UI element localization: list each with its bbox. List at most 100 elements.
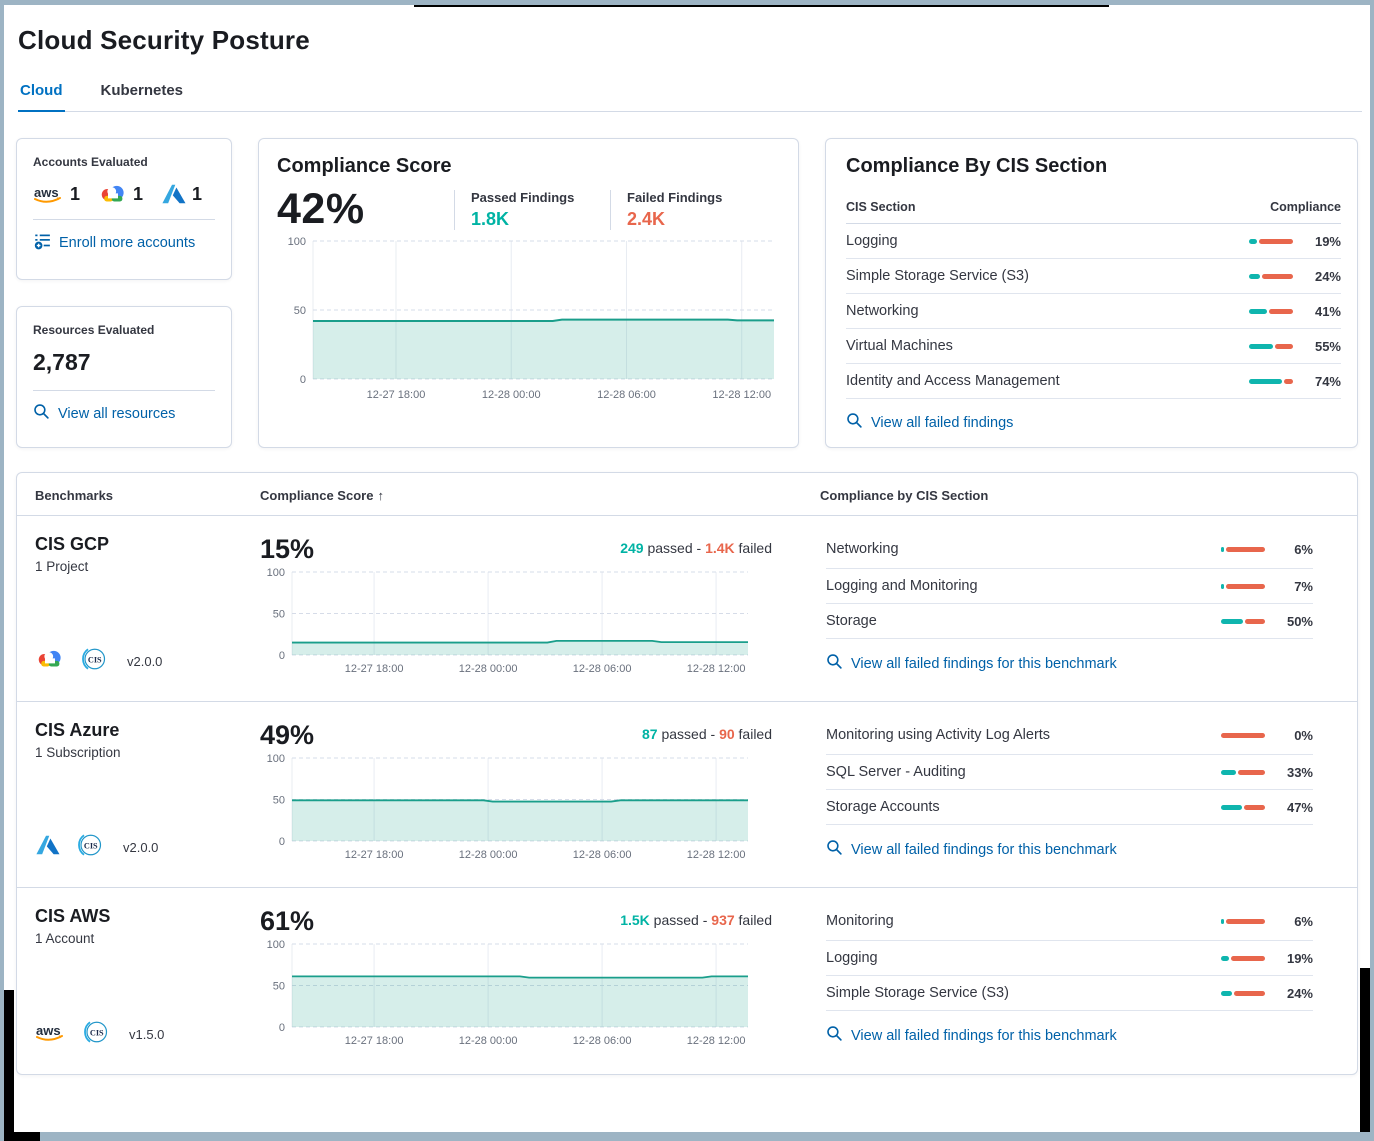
search-icon [826,653,843,674]
window-bottom-border [4,1132,1370,1141]
compliance-distribution-bar [1221,769,1265,775]
enroll-accounts-icon [33,232,51,254]
compliance-percentage: 19% [1314,233,1341,249]
svg-text:12-28 00:00: 12-28 00:00 [459,1035,518,1047]
screen-artifact-left [4,990,14,1141]
compliance-distribution-bar [1221,583,1265,589]
compliance-distribution-bar [1249,343,1293,349]
gcp-logo-icon [98,183,128,205]
passed-findings-value: 1.8K [471,209,510,229]
enroll-more-accounts-link[interactable]: Enroll more accounts [33,232,215,254]
compliance-score-column-header[interactable]: Compliance Score ↑ [260,488,384,503]
benchmark-version: v2.0.0 [127,654,163,669]
cis-section-name: Monitoring using Activity Log Alerts [826,727,1051,743]
aws-logo-icon: aws [35,1022,67,1048]
cis-logo-icon: CIS [75,830,105,865]
cloud-security-posture-page: Cloud Security Posture Cloud Kubernetes … [4,5,1370,1075]
cis-section-row: Virtual Machines 55% [846,329,1341,364]
svg-text:100: 100 [288,236,306,248]
compliance-score-trend-chart: 0 50 100 12-27 18:00 12-28 00:00 12-28 06:00 1… [288,236,774,401]
svg-text:100: 100 [267,567,285,579]
view-failed-findings-benchmark-link[interactable]: View all failed findings for this benchm… [826,1025,1313,1046]
svg-text:CIS: CIS [84,841,98,850]
view-failed-findings-benchmark-link[interactable]: View all failed findings for this benchm… [826,653,1313,674]
compliance-distribution-bar [1221,546,1265,552]
aws-logo-icon: aws [33,184,65,205]
benchmark-trend-chart: 0 50 100 12-27 18:00 12-28 00:00 12-28 06:00 1… [267,939,748,1047]
cis-section-name: Simple Storage Service (S3) [846,268,1029,284]
resources-evaluated-count: 2,787 [33,349,91,375]
cis-section-row: SQL Server - Auditing 33% [826,755,1313,790]
compliance-percentage: 6% [1294,913,1313,929]
account-count: 1 [133,183,144,204]
passed-findings-stat: Passed Findings 1.8K [454,190,584,230]
accounts-provider-list: aws 1 1 1 [33,183,215,205]
cis-section-name: Logging and Monitoring [826,578,978,594]
svg-text:100: 100 [267,753,285,765]
tab-kubernetes[interactable]: Kubernetes [100,82,184,99]
screen-artifact-bottom-left [4,1132,40,1141]
benchmark-score: 49% [260,720,315,750]
accounts-evaluated-title: Accounts Evaluated [33,155,148,169]
cis-section-row: Networking 41% [846,294,1341,329]
svg-text:CIS: CIS [88,655,102,664]
svg-text:100: 100 [267,939,285,951]
svg-text:12-28 00:00: 12-28 00:00 [459,663,518,675]
accounts-evaluated-card: Accounts Evaluated aws 1 1 1 Enroll more ac… [16,138,232,280]
compliance-distribution-bar [1221,990,1265,996]
summary-section: Accounts Evaluated aws 1 1 1 Enroll more ac… [16,138,1358,448]
cis-section-rows: Logging 19% Simple Storage Service (S3) 24%… [846,224,1341,399]
svg-text:12-27 18:00: 12-27 18:00 [367,389,426,401]
benchmark-score: 61% [260,906,315,936]
passed-failed-summary: 249 passed - 1.4K failed [620,540,772,556]
svg-text:12-28 12:00: 12-28 12:00 [687,1035,746,1047]
compliance-distribution-bar [1249,378,1293,384]
compliance-distribution-bar [1221,618,1265,624]
passed-failed-summary: 1.5K passed - 937 failed [620,912,772,928]
svg-text:12-28 06:00: 12-28 06:00 [573,849,632,861]
account-count: 1 [70,183,81,204]
cis-section-name: Networking [826,541,899,557]
cis-section-name: Virtual Machines [846,338,953,354]
benchmark-name[interactable]: CIS Azure [35,720,120,740]
tab-cloud[interactable]: Cloud [18,82,65,112]
benchmark-trend-chart: 0 50 100 12-27 18:00 12-28 00:00 12-28 06:00 1… [267,753,748,861]
compliance-distribution-bar [1249,273,1293,279]
benchmark-name[interactable]: CIS AWS [35,906,111,926]
resources-evaluated-title: Resources Evaluated [33,323,155,337]
cis-section-column-header: CIS Section [846,200,916,214]
compliance-percentage: 47% [1286,799,1313,815]
cis-logo-icon: CIS [81,1017,111,1052]
failed-findings-stat: Failed Findings 2.4K [610,190,740,230]
view-all-resources-link[interactable]: View all resources [33,403,215,424]
cis-section-name: Storage Accounts [826,799,940,815]
svg-text:0: 0 [279,650,285,662]
svg-text:CIS: CIS [90,1028,104,1037]
benchmark-row: CIS GCP 1 Project CIS v2.0.0 15% 249 passed -… [17,516,1357,702]
svg-text:12-27 18:00: 12-27 18:00 [345,1035,404,1047]
cis-table-header: CIS Section Compliance [846,200,1341,224]
compliance-percentage: 24% [1314,268,1341,284]
view-failed-findings-benchmark-link[interactable]: View all failed findings for this benchm… [826,839,1313,860]
benchmark-trend-chart: 0 50 100 12-27 18:00 12-28 00:00 12-28 06:00 1… [267,567,748,675]
compliance-by-cis-title: Compliance By CIS Section [846,155,1108,177]
cis-section-name: SQL Server - Auditing [826,764,966,780]
svg-text:12-28 00:00: 12-28 00:00 [459,849,518,861]
view-all-failed-findings-link[interactable]: View all failed findings [846,412,1341,433]
compliance-distribution-bar [1221,918,1265,924]
benchmark-name[interactable]: CIS GCP [35,534,110,554]
benchmark-version: v2.0.0 [123,840,159,855]
cis-section-row: Monitoring using Activity Log Alerts 0% [826,720,1313,755]
provider-azure: 1 [161,183,202,205]
search-icon [33,403,50,424]
svg-text:12-28 12:00: 12-28 12:00 [712,389,771,401]
compliance-distribution-bar [1221,955,1265,961]
compliance-percentage: 24% [1286,985,1313,1001]
account-count: 1 [192,183,203,204]
search-icon [846,412,863,433]
compliance-percentage: 19% [1286,950,1313,966]
svg-text:12-28 06:00: 12-28 06:00 [573,663,632,675]
compliance-percentage: 0% [1294,727,1313,743]
benchmark-scope: 1 Project [35,559,89,574]
